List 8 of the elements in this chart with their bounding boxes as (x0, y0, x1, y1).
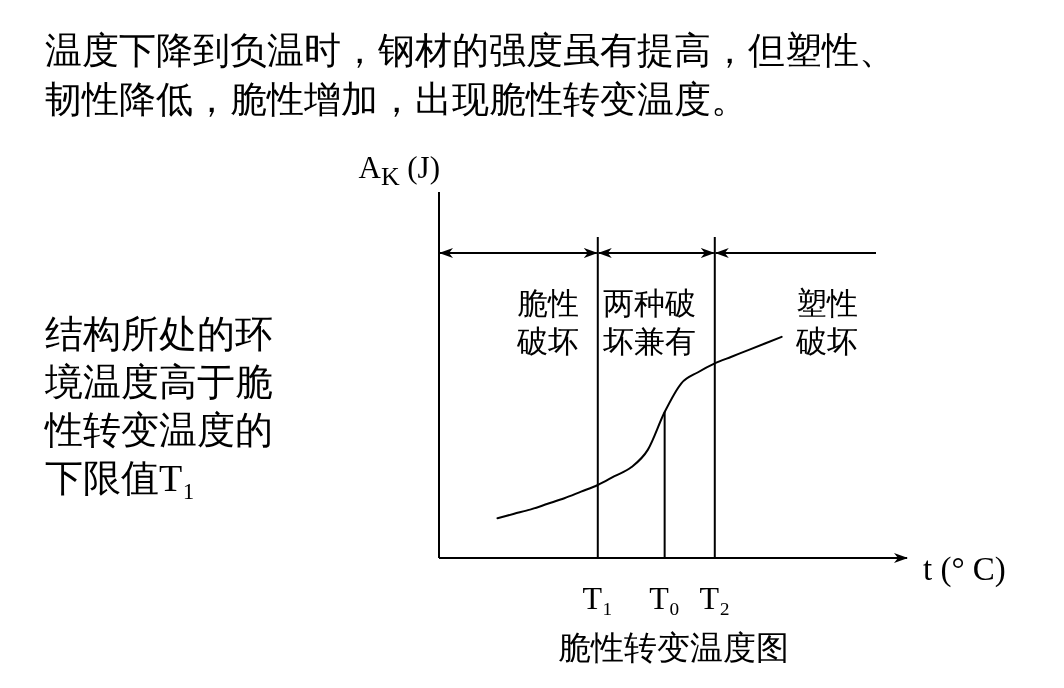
annotation: 结构所处的环境温度高于脆性转变温度的下限值T₁ (45, 312, 274, 501)
xlabel: t (° C) (923, 550, 1006, 588)
annotation: 脆性转变温度图 (557, 629, 789, 668)
annotation: 塑性破坏 (796, 285, 859, 361)
annotation: 两种破坏兼有 (602, 285, 697, 361)
annotation: 脆性破坏 (516, 285, 580, 361)
ylabel: A$_{K}$ (J) (358, 150, 440, 194)
title: 温度下降到负温时，钢材的强度虽有提高，但塑性、韧性降低，脆性增加，出现脆性转变温度。 (45, 29, 897, 122)
